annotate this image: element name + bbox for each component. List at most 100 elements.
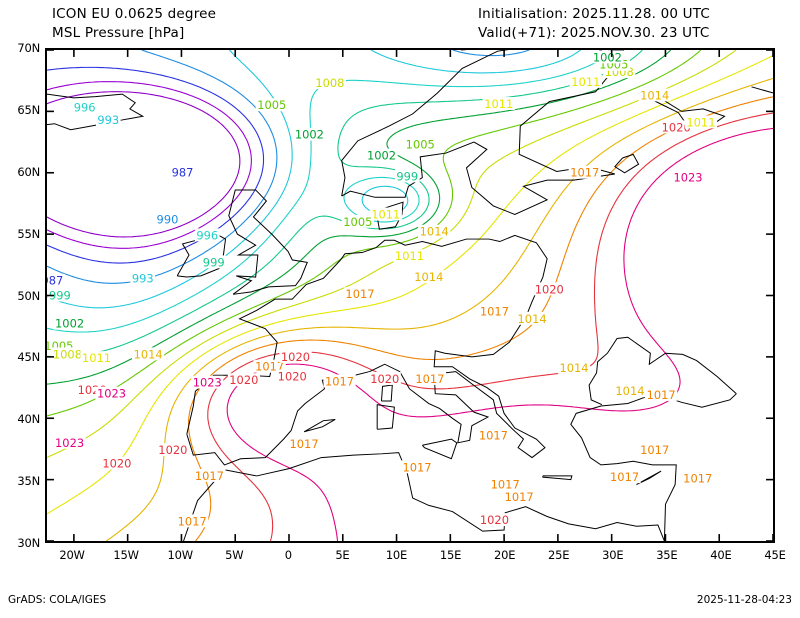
- isobar-label-1017: 1017: [195, 469, 224, 483]
- label-halo: [394, 169, 420, 183]
- coastlines: [47, 50, 773, 541]
- label-halo: [684, 115, 718, 129]
- label-halo: [638, 443, 671, 457]
- isobar-987: [47, 66, 265, 264]
- isobar-label-1008: 1008: [315, 76, 344, 90]
- isobar-label-1017: 1017: [345, 287, 374, 301]
- isobar-990: [452, 50, 530, 57]
- y-tick-50N: 50N: [17, 288, 40, 303]
- label-halo: [191, 375, 224, 389]
- label-halo: [176, 514, 209, 528]
- coastline: [47, 93, 145, 131]
- isobar-label-1020: 1020: [370, 372, 399, 386]
- x-tick-5W: 5W: [225, 548, 244, 562]
- isobar-996: [343, 176, 420, 223]
- label-halo: [51, 347, 84, 361]
- x-tick-20W: 20W: [59, 548, 85, 562]
- footer-timestamp: 2025-11-28-04:23: [696, 594, 792, 606]
- isobar-label-999: 999: [203, 255, 225, 269]
- isobar-1017: [187, 96, 773, 541]
- y-tick-40N: 40N: [17, 412, 40, 427]
- coastline: [636, 470, 662, 486]
- isobar-label-1017: 1017: [402, 460, 431, 474]
- label-halo: [47, 273, 65, 287]
- header-field: MSL Pressure [hPa]: [52, 25, 185, 41]
- y-tick-35N: 35N: [17, 474, 40, 489]
- label-halo: [478, 304, 511, 318]
- x-tick-0: 0: [284, 548, 292, 562]
- coastline: [186, 234, 548, 466]
- isobar-label-1005: 1005: [406, 137, 435, 151]
- isobar-label-1023: 1023: [193, 376, 222, 390]
- header-valid-time: Valid(+71): 2025.NOV.30. 23 UTC: [478, 25, 710, 41]
- label-halo: [170, 165, 195, 179]
- coastline: [570, 393, 737, 541]
- isobar-1020: [207, 112, 773, 541]
- isobar-label-1014: 1014: [518, 312, 547, 326]
- isobar-label-1023: 1023: [97, 387, 126, 401]
- label-halo: [671, 170, 705, 184]
- isobar-label-1014: 1014: [420, 225, 449, 239]
- coastline: [380, 384, 393, 402]
- label-halo: [489, 477, 522, 491]
- isobar-996: [47, 50, 614, 333]
- coastline: [421, 438, 458, 460]
- label-halo: [130, 271, 156, 285]
- isobar-label-1020: 1020: [480, 513, 509, 527]
- label-halo: [608, 470, 641, 484]
- isobar-984: [47, 81, 252, 249]
- label-halo: [95, 113, 121, 126]
- label-halo: [100, 456, 134, 470]
- isobar-label-1002: 1002: [367, 149, 396, 163]
- label-halo: [80, 351, 113, 365]
- label-halo: [478, 513, 511, 527]
- isobar-label-996: 996: [196, 228, 218, 242]
- label-halo: [569, 74, 602, 88]
- isobar-label-1005: 1005: [257, 98, 286, 112]
- isobar-label-1014: 1014: [134, 347, 163, 361]
- label-halo: [343, 287, 377, 301]
- isobar-label-1011: 1011: [371, 207, 400, 221]
- isobar-label-1020: 1020: [158, 443, 187, 457]
- coastline: [542, 475, 573, 481]
- x-tick-20E: 20E: [493, 548, 516, 562]
- isobar-label-1017: 1017: [480, 304, 509, 318]
- isobar-label-1017: 1017: [178, 514, 207, 528]
- label-halo: [47, 288, 73, 302]
- isobar-label-1014: 1014: [559, 361, 588, 375]
- isobar-label-1017: 1017: [640, 443, 669, 457]
- y-tick-60N: 60N: [17, 164, 40, 179]
- label-halo: [404, 137, 437, 151]
- label-halo: [533, 282, 566, 296]
- isobar-label-993: 993: [97, 113, 119, 127]
- label-halo: [503, 489, 536, 503]
- isobar-label-1017: 1017: [505, 490, 534, 504]
- label-halo: [660, 120, 693, 134]
- x-tick-10E: 10E: [385, 548, 408, 562]
- isobar-label-1020: 1020: [278, 369, 307, 383]
- coastline: [638, 92, 726, 126]
- isobar-label-1020: 1020: [281, 350, 310, 364]
- label-halo: [156, 443, 189, 457]
- isobar-label-1014: 1014: [640, 88, 669, 102]
- isobar-1014: [105, 77, 773, 541]
- label-halo: [95, 386, 128, 400]
- label-halo: [477, 428, 510, 442]
- label-halo: [323, 374, 356, 388]
- label-halo: [645, 387, 678, 401]
- isobar-label-1011: 1011: [686, 115, 715, 129]
- x-tick-30E: 30E: [602, 548, 624, 562]
- axis-ticks: [47, 50, 773, 541]
- label-halo: [369, 207, 402, 221]
- label-halo: [613, 384, 647, 398]
- isobar-label-1002: 1002: [55, 317, 84, 331]
- header-initialisation: Initialisation: 2025.11.28. 00 UTC: [478, 6, 711, 22]
- label-halo: [638, 88, 671, 102]
- x-tick-40E: 40E: [710, 548, 732, 562]
- coastline: [614, 153, 640, 174]
- label-halo: [279, 349, 312, 363]
- isobar-label-1011: 1011: [571, 75, 600, 89]
- isobar-label-1017: 1017: [290, 437, 319, 451]
- isobar-993: [370, 50, 581, 74]
- isobar-label-1002: 1002: [593, 50, 622, 64]
